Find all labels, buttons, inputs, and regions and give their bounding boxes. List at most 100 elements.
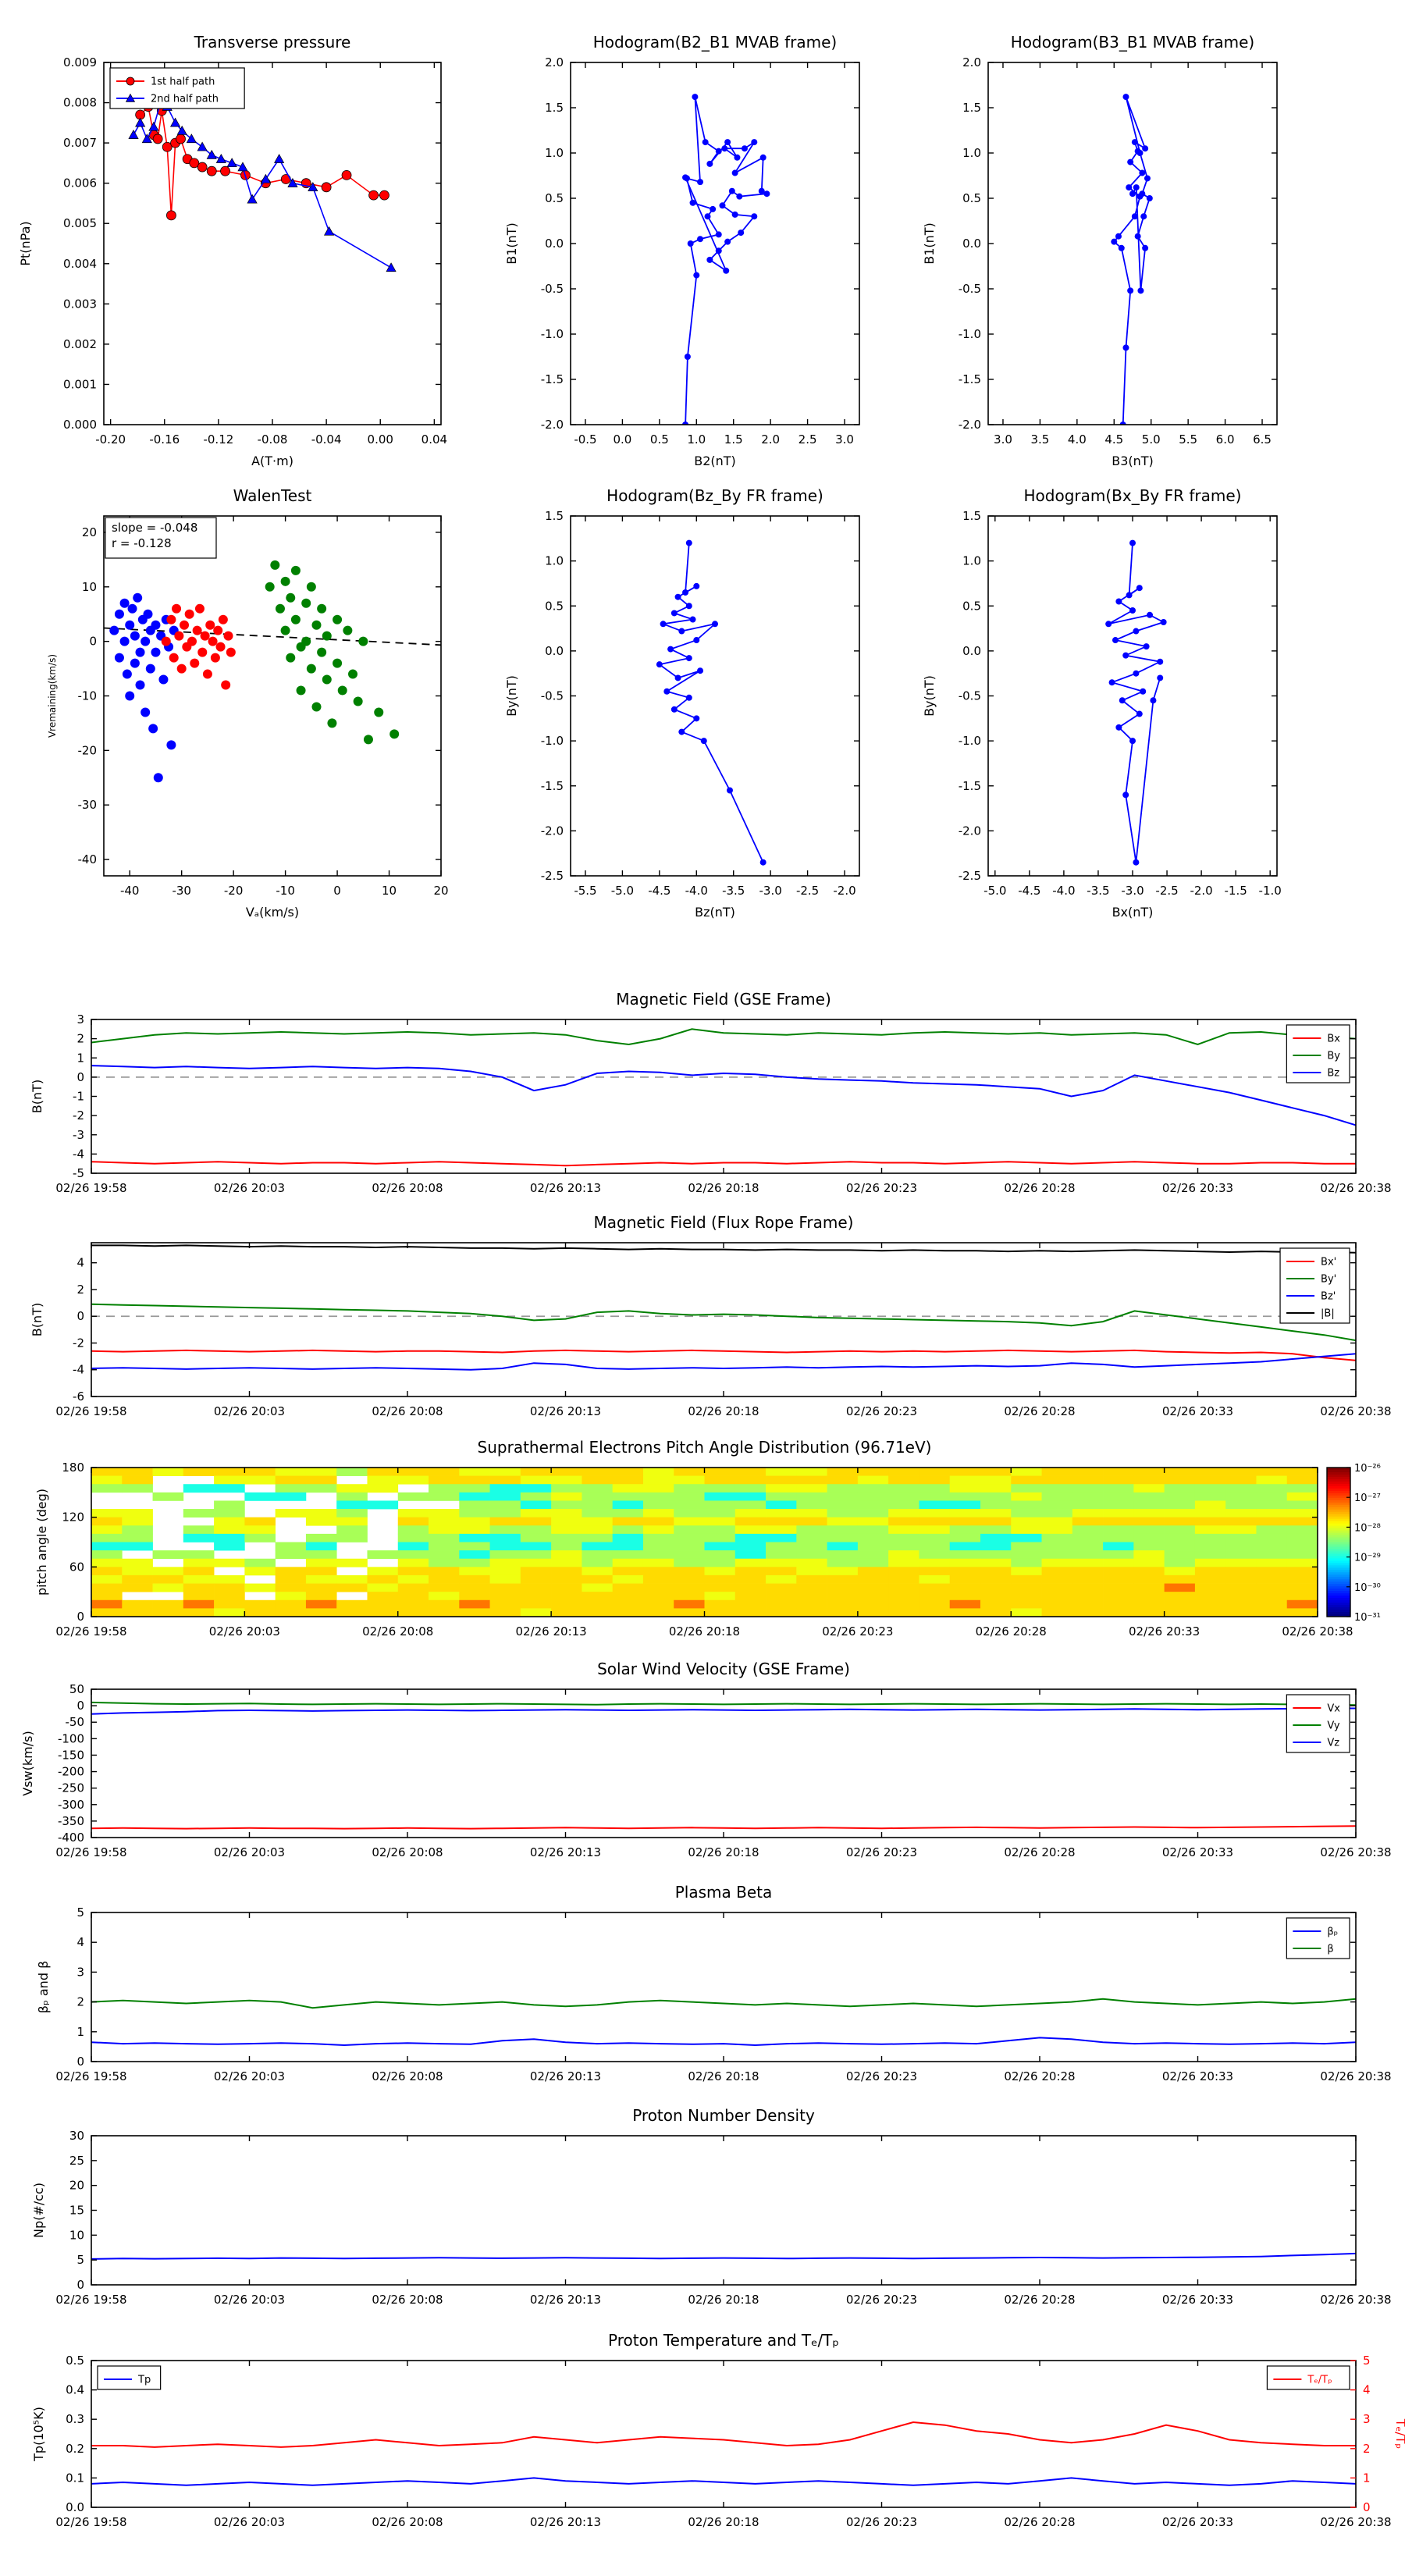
svg-text:02/26 20:28: 02/26 20:28 — [1004, 1845, 1075, 1859]
svg-text:-30: -30 — [172, 884, 191, 898]
legend: βₚ β — [1286, 1917, 1350, 1959]
axis-ticks: 02/26 19:58 02/26 20:03 02/26 20:08 02/26 2… — [55, 1461, 1353, 1638]
svg-text:-0.5: -0.5 — [541, 282, 564, 296]
svg-text:4: 4 — [76, 1256, 84, 1270]
svg-text:02/26 19:58: 02/26 19:58 — [55, 1404, 126, 1418]
colorbar: 10⁻²⁶ 10⁻²⁷ 10⁻²⁸ 10⁻²⁹ 10⁻³⁰ 10⁻³¹ — [1326, 1463, 1381, 1624]
title-plasma-beta: Plasma Beta — [674, 1883, 773, 1902]
svg-text:0: 0 — [89, 635, 97, 649]
title-hodogram-bx-by: Hodogram(Bx_By FR frame) — [1023, 486, 1242, 505]
svg-text:50: 50 — [69, 1682, 84, 1696]
axis-ticks: 02/26 19:58 02/26 20:03 02/26 20:08 02/26 2… — [55, 1012, 1391, 1195]
svg-text:1: 1 — [1363, 2471, 1371, 2485]
legend: Tₑ/Tₚ — [1266, 2365, 1350, 2390]
x-axis-label: B3(nT) — [1112, 454, 1154, 468]
svg-text:02/26 20:03: 02/26 20:03 — [214, 2069, 285, 2083]
svg-text:Bx': Bx' — [1321, 1257, 1336, 1268]
svg-text:-1.0: -1.0 — [541, 734, 564, 748]
svg-text:By: By — [1327, 1051, 1340, 1062]
series-area-hodogram_b2_b1 — [682, 94, 770, 425]
y-axis-label: B(nT) — [30, 1303, 44, 1336]
series-area-temp — [91, 2421, 1356, 2486]
svg-text:0.002: 0.002 — [63, 337, 97, 351]
svg-text:0.4: 0.4 — [66, 2383, 84, 2397]
svg-text:-5.5: -5.5 — [574, 884, 596, 898]
axes-frame — [91, 1688, 1357, 1838]
svg-text:02/26 20:13: 02/26 20:13 — [530, 1404, 601, 1418]
svg-text:0.3: 0.3 — [66, 2412, 84, 2426]
svg-text:1.5: 1.5 — [724, 432, 743, 447]
svg-text:02/26 20:38: 02/26 20:38 — [1282, 1624, 1353, 1638]
y-axis-label: B1(nT) — [922, 222, 937, 265]
axis-ticks: -5.5 -5.0 -4.5 -4.0 -3.5 -3.0 -2.5 -2.0 -2.5 -2.0… — [541, 509, 859, 898]
svg-text:02/26 20:13: 02/26 20:13 — [530, 2069, 601, 2083]
axes-frame — [103, 515, 442, 877]
svg-text:-5: -5 — [73, 1166, 84, 1180]
svg-text:-400: -400 — [58, 1831, 84, 1845]
svg-text:02/26 20:38: 02/26 20:38 — [1320, 2069, 1391, 2083]
chart-b_fr: 02/26 19:58 02/26 20:03 02/26 20:08 02/26 2… — [30, 1242, 1392, 1418]
svg-text:10: 10 — [382, 884, 397, 898]
svg-text:0.003: 0.003 — [63, 297, 97, 311]
svg-text:0.000: 0.000 — [63, 418, 97, 432]
svg-text:1.0: 1.0 — [962, 554, 981, 568]
svg-text:20: 20 — [433, 884, 448, 898]
svg-text:02/26 19:58: 02/26 19:58 — [55, 1845, 126, 1859]
svg-text:02/26 20:38: 02/26 20:38 — [1320, 1845, 1391, 1859]
y-axis-label: Vsw(km/s) — [20, 1731, 35, 1795]
svg-text:-1.5: -1.5 — [1225, 884, 1247, 898]
svg-text:2.0: 2.0 — [761, 432, 780, 447]
axis-ticks: 3.0 3.5 4.0 4.5 5.0 5.5 6.0 6.5 -2.0 -1.5 -1.0 -0.5… — [959, 55, 1277, 447]
svg-text:1.0: 1.0 — [962, 146, 981, 160]
svg-text:02/26 20:18: 02/26 20:18 — [669, 1624, 740, 1638]
svg-text:-0.12: -0.12 — [203, 432, 233, 447]
svg-text:Bz': Bz' — [1321, 1291, 1336, 1303]
y-axis-label: Vremaining(km/s) — [47, 654, 58, 738]
svg-text:-1.0: -1.0 — [959, 327, 981, 341]
svg-text:20: 20 — [82, 525, 97, 539]
svg-text:-10: -10 — [276, 884, 295, 898]
svg-text:0.009: 0.009 — [63, 55, 97, 69]
legend: Bx By Bz — [1286, 1024, 1350, 1083]
svg-text:60: 60 — [69, 1560, 84, 1574]
svg-text:02/26 20:08: 02/26 20:08 — [362, 1624, 433, 1638]
axes-frame — [570, 515, 860, 877]
svg-text:-2: -2 — [73, 1108, 84, 1123]
svg-text:-30: -30 — [78, 798, 98, 812]
svg-text:02/26 19:58: 02/26 19:58 — [55, 2069, 126, 2083]
y-axis-label: Np(#/cc) — [31, 2183, 46, 2238]
title-walen-test: WalenTest — [233, 486, 312, 505]
svg-text:02/26 20:08: 02/26 20:08 — [372, 1181, 443, 1195]
svg-text:By': By' — [1321, 1274, 1336, 1286]
svg-text:-1.0: -1.0 — [1259, 884, 1282, 898]
svg-text:02/26 20:33: 02/26 20:33 — [1162, 1404, 1233, 1418]
title-proton-temperature: Proton Temperature and Tₑ/Tₚ — [608, 2331, 839, 2350]
svg-text:3: 3 — [1363, 2412, 1371, 2426]
svg-text:-350: -350 — [58, 1814, 84, 1828]
chart-hodogram_bz_by: -5.5 -5.0 -4.5 -4.0 -3.5 -3.0 -2.5 -2.0 -2.5 -2.0… — [504, 509, 860, 920]
y-axis-label: By(nT) — [504, 675, 519, 717]
svg-text:0.5: 0.5 — [545, 599, 564, 613]
title-magnetic-field-fr: Magnetic Field (Flux Rope Frame) — [593, 1213, 854, 1232]
svg-text:0.1: 0.1 — [66, 2471, 84, 2485]
chart-hodogram_b2_b1: -0.5 0.0 0.5 1.0 1.5 2.0 2.5 3.0 -2.0 -1.5 -1.0 -0.… — [504, 55, 860, 468]
y-axis-label: Tp(10⁵K) — [31, 2407, 46, 2462]
svg-text:1: 1 — [76, 1051, 84, 1065]
svg-text:02/26 19:58: 02/26 19:58 — [55, 2515, 126, 2529]
axis-ticks: -0.5 0.0 0.5 1.0 1.5 2.0 2.5 3.0 -2.0 -1.5 -1.0 -0.… — [541, 55, 859, 447]
svg-text:10⁻²⁶: 10⁻²⁶ — [1354, 1463, 1381, 1475]
svg-text:-150: -150 — [58, 1748, 84, 1762]
y-axis-label: B1(nT) — [504, 222, 519, 265]
y-axis-label: B(nT) — [30, 1080, 44, 1113]
svg-text:0: 0 — [76, 2278, 84, 2292]
svg-text:02/26 20:33: 02/26 20:33 — [1129, 1624, 1200, 1638]
heatmap-cells — [91, 1468, 1318, 1617]
axis-ticks: -5.0 -4.5 -4.0 -3.5 -3.0 -2.5 -2.0 -1.5 -1.0 -2.5… — [959, 509, 1282, 898]
svg-text:02/26 19:58: 02/26 19:58 — [55, 2293, 126, 2307]
svg-text:-2.0: -2.0 — [541, 418, 564, 432]
svg-text:βₚ: βₚ — [1327, 1927, 1338, 1938]
svg-text:1.0: 1.0 — [545, 554, 564, 568]
svg-text:02/26 20:33: 02/26 20:33 — [1162, 2293, 1233, 2307]
svg-text:-1.5: -1.5 — [959, 372, 981, 386]
